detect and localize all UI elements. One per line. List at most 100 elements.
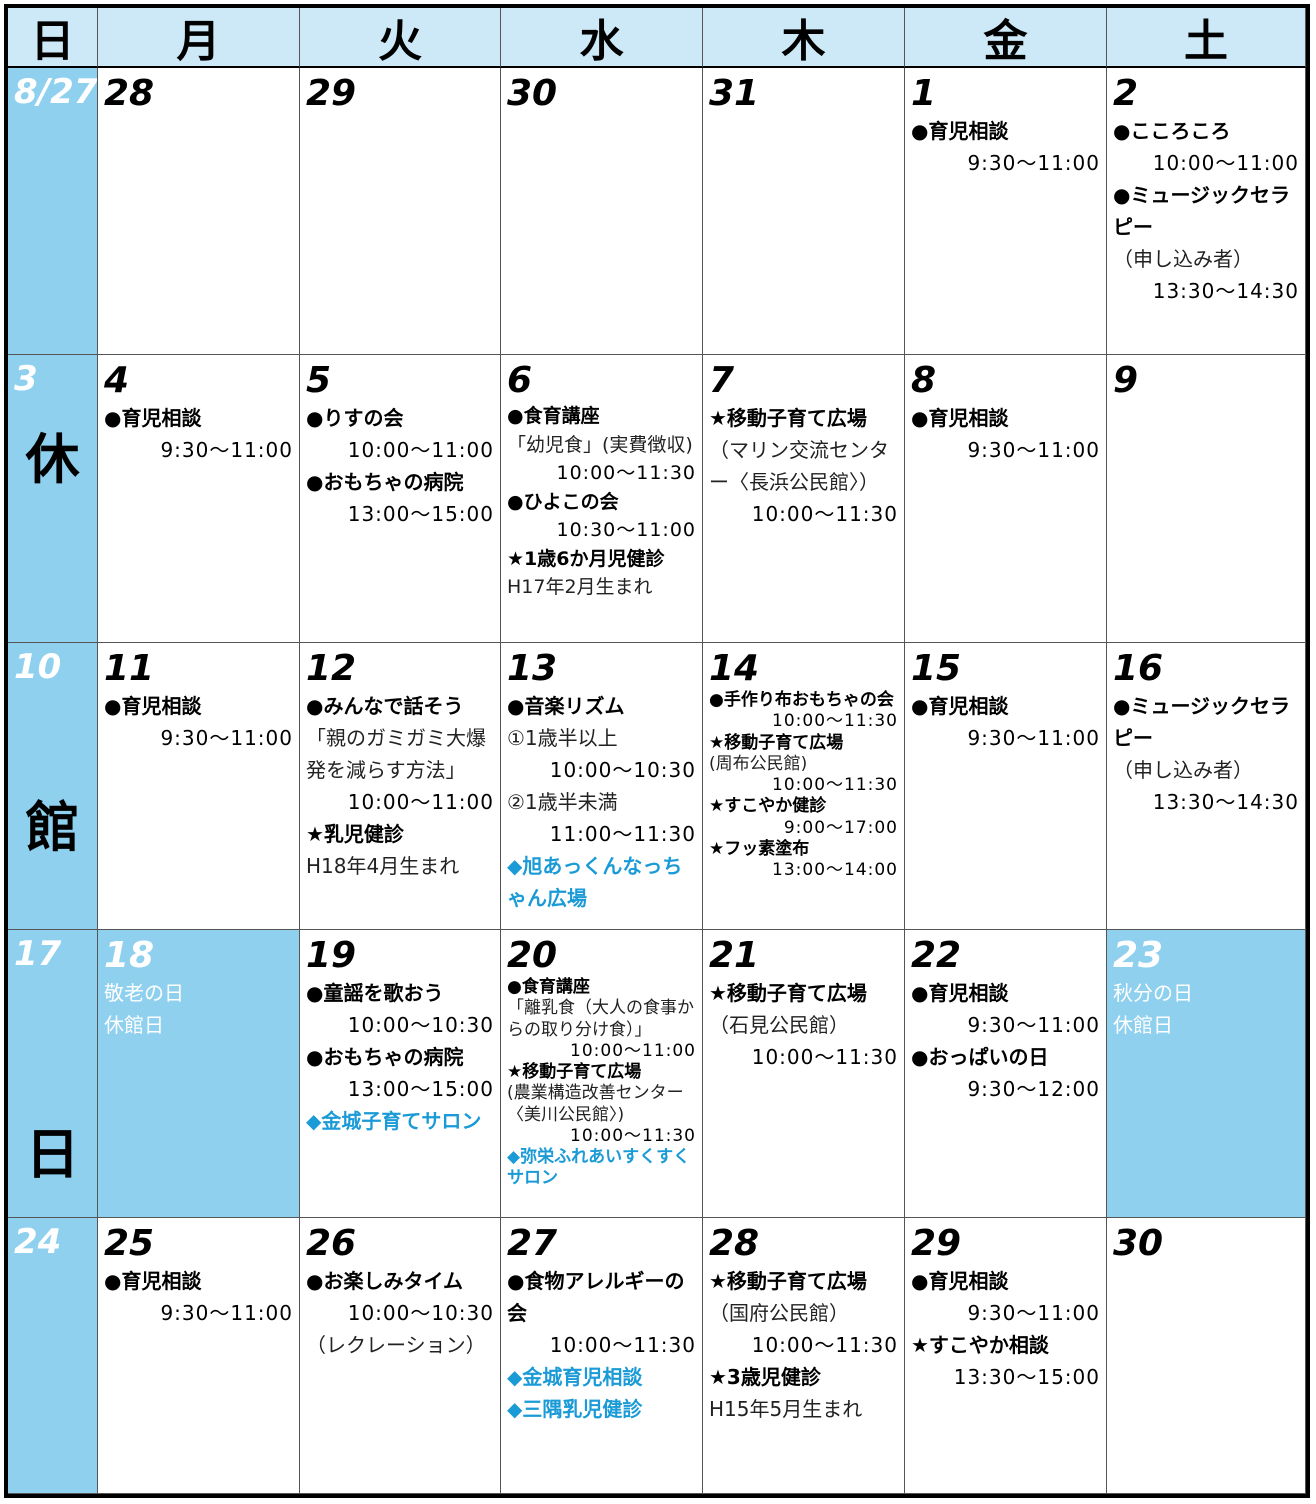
event-time: 10:00〜11:30 [772,775,898,796]
date: 2 [1113,73,1139,114]
sunday-mark: 館 [25,796,80,859]
event-note: （申し込み者） [1113,247,1253,272]
event-title: ★移動子育て広場 [709,732,844,753]
event-title: ★移動子育て広場 [507,1062,642,1083]
day-cell: 5 ●りすの会 10:00〜11:00 ●おもちゃの病院 13:00〜15:00 [300,355,501,643]
event-note: （国府公民館） [709,1301,849,1326]
date: 29 [306,73,357,114]
day-cell: 15 ●育児相談 9:30〜11:00 [905,643,1107,930]
date: 11 [104,648,155,689]
event-title: ◆弥栄ふれあいすくすくサロン [507,1147,691,1189]
event-time: 13:00〜15:00 [347,502,494,527]
event-title: ●みんなで話そう [306,694,464,719]
event-time: 10:00〜11:30 [549,1333,696,1358]
event-title: ●おっぱいの日 [911,1045,1049,1070]
day-header: 水 [501,8,703,68]
date: 13 [507,648,558,689]
event-time: 11:00〜11:30 [549,822,696,847]
event-title: ●育児相談 [911,1269,1009,1294]
day-cell: 19 ●童謡を歌おう 10:00〜10:30 ●おもちゃの病院 13:00〜15:00 ◆… [300,930,501,1218]
event-time: 10:00〜11:00 [1152,151,1299,176]
event-time: 10:00〜11:30 [556,462,696,485]
event-time: 10:00〜11:30 [772,711,898,732]
event-time: 9:30〜11:00 [967,1301,1100,1326]
event-title: ★乳児健診 [306,822,404,847]
date: 15 [911,648,962,689]
sunday-cell: 8/27 [8,68,98,355]
event-note: （マリン交流センター〈長浜公民館〉） [709,438,889,495]
event-title: ●手作り布おもちゃの会 [709,690,894,711]
event-title: ●音楽リズム [507,694,625,719]
date: 22 [911,935,962,976]
day-cell: 6 ●食育講座 「幼児食」(実費徴収) 10:00〜11:30 ●ひよこの会 10:30〜… [501,355,703,643]
event-title: ●育児相談 [104,406,202,431]
day-cell: 29 ●育児相談 9:30〜11:00 ★すこやか相談 13:30〜15:00 [905,1218,1107,1494]
event-time: 13:30〜15:00 [953,1365,1100,1390]
date: 4 [104,360,130,401]
sunday-date: 24 [14,1222,62,1262]
event-note: 「親のガミガミ大爆発を減らす方法」 [306,726,486,783]
sunday-cell: 24 [8,1218,98,1494]
day-cell: 22 ●育児相談 9:30〜11:00 ●おっぱいの日 9:30〜12:00 [905,930,1107,1218]
event-title: ●お楽しみタイム [306,1269,464,1294]
day-cell: 29 [300,68,501,355]
day-cell: 7 ★移動子育て広場 （マリン交流センター〈長浜公民館〉） 10:00〜11:30 [703,355,905,643]
event-note: ①1歳半以上 [507,726,618,751]
event-note: 休館日 [1113,1013,1173,1038]
date: 28 [104,73,155,114]
event-time: 13:00〜14:00 [772,860,898,881]
event-time: 9:30〜11:00 [967,726,1100,751]
day-header: 月 [98,8,300,68]
day-cell: 2 ●こころころ 10:00〜11:00 ●ミュージックセラピー （申し込み者） 13:3… [1107,68,1306,355]
day-cell: 13 ●音楽リズム ①1歳半以上 10:00〜10:30 ②1歳半未満 11:00〜11:… [501,643,703,930]
event-title: ●こころころ [1113,119,1231,144]
event-title: ●童謡を歌おう [306,981,444,1006]
date: 25 [104,1223,155,1264]
day-cell: 8 ●育児相談 9:30〜11:00 [905,355,1107,643]
day-cell: 14 ●手作り布おもちゃの会 10:00〜11:30 ★移動子育て広場 (周布公民館) 1… [703,643,905,930]
event-title: ★移動子育て広場 [709,406,867,431]
date: 29 [911,1223,962,1264]
event-time: 13:00〜15:00 [347,1077,494,1102]
date: 5 [306,360,332,401]
event-title: ★すこやか健診 [709,796,827,817]
sunday-cell: 17 日 [8,930,98,1218]
event-title: ★3歳児健診 [709,1365,821,1390]
event-time: 13:30〜14:30 [1152,790,1299,815]
event-note: （石見公民館） [709,1013,849,1038]
day-header: 木 [703,8,905,68]
event-time: 10:00〜11:30 [751,502,898,527]
day-cell: 30 [501,68,703,355]
date: 30 [507,73,558,114]
event-title: ●育児相談 [911,119,1009,144]
event-title: ★1歳6か月児健診 [507,547,665,570]
event-title: ●育児相談 [911,406,1009,431]
event-title: ★フッ素塗布 [709,838,810,859]
event-title: ★移動子育て広場 [709,1269,867,1294]
date: 18 [104,935,155,976]
event-title: ●りすの会 [306,406,404,431]
event-title: ●育児相談 [104,694,202,719]
date: 16 [1113,648,1164,689]
event-time: 10:00〜10:30 [549,758,696,783]
event-title: ●食育講座 [507,977,590,998]
date: 1 [911,73,937,114]
date: 21 [709,935,760,976]
event-note: 休館日 [104,1013,164,1038]
event-title: ◆金城育児相談 [507,1365,643,1390]
date: 9 [1113,360,1139,401]
day-cell: 16 ●ミュージックセラピー （申し込み者） 13:30〜14:30 [1107,643,1306,930]
event-note: （申し込み者） [1113,758,1253,783]
event-title: ●食物アレルギーの会 [507,1269,685,1326]
day-cell: 27 ●食物アレルギーの会 10:00〜11:30 ◆金城育児相談 ◆三隅乳児健診 [501,1218,703,1494]
date: 27 [507,1223,558,1264]
day-cell: 18 敬老の日休館日 [98,930,300,1218]
date: 31 [709,73,760,114]
event-time: 9:30〜11:00 [160,1301,293,1326]
event-note: 敬老の日 [104,981,184,1006]
event-note: 「幼児食」(実費徴収) [507,433,693,456]
day-cell: 4 ●育児相談 9:30〜11:00 [98,355,300,643]
date: 8 [911,360,937,401]
sunday-cell: 10 館 [8,643,98,930]
event-time: 9:30〜11:00 [967,438,1100,463]
